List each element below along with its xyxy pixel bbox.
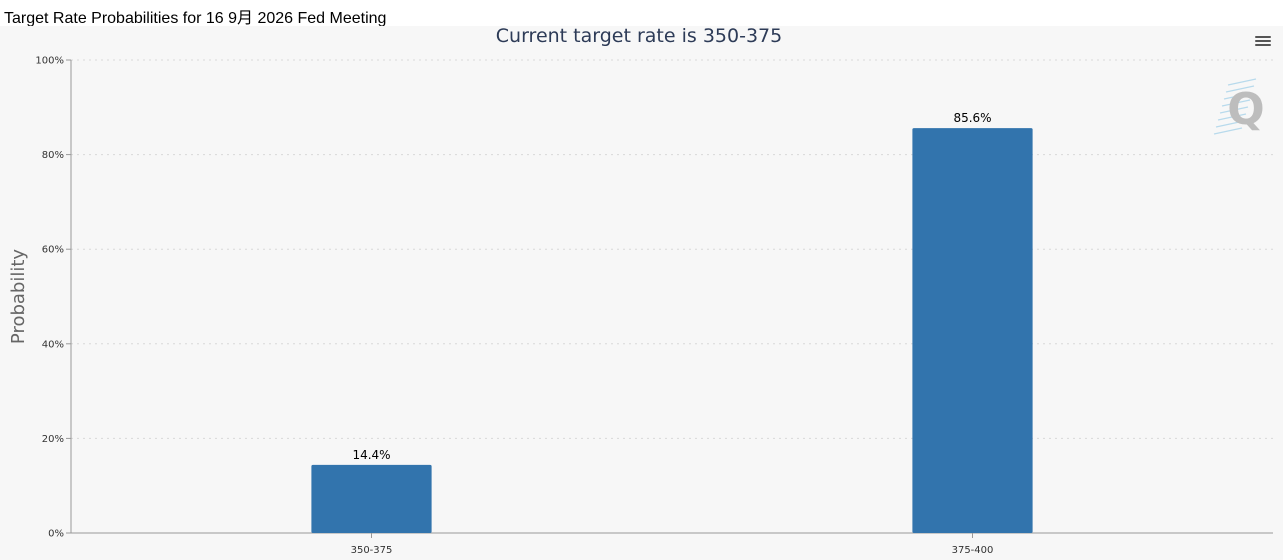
watermark-letter: Q (1227, 84, 1264, 135)
bar-350-375 (311, 464, 432, 533)
watermark-stroke (1223, 92, 1253, 100)
chart-panel: Q Current target rate is 350-375 Probabil… (0, 26, 1283, 560)
bar-375-400 (912, 128, 1033, 533)
y-tick-label: 60% (42, 245, 64, 256)
labels: Current target rate is 350-375 Probabilit… (8, 26, 993, 556)
y-tick-label: 80% (42, 150, 64, 161)
y-tick-label: 0% (48, 529, 64, 540)
x-tick-label: 350-375 (351, 545, 393, 556)
watermark-stroke (1227, 78, 1257, 86)
grid-lines (66, 59, 1273, 538)
hamburger-menu-icon[interactable] (1255, 34, 1271, 48)
chart-title: Current target rate is 350-375 (496, 26, 782, 47)
data-label: 85.6% (953, 111, 991, 125)
bars (311, 128, 1033, 533)
watermark-stroke (1225, 85, 1255, 93)
data-label: 14.4% (352, 448, 390, 462)
y-tick-label: 100% (35, 56, 64, 67)
page-title: Target Rate Probabilities for 16 9月 2026… (4, 10, 387, 27)
q-logo-icon: Q (1213, 78, 1265, 135)
watermark-stroke (1213, 127, 1243, 135)
y-tick-label: 20% (42, 434, 64, 445)
watermark-stroke (1215, 120, 1245, 128)
watermark-stroke (1219, 106, 1249, 114)
y-axis-title: Probability (8, 249, 29, 344)
watermark-stroke (1217, 113, 1247, 121)
x-tick-label: 375-400 (952, 545, 994, 556)
y-tick-label: 40% (42, 339, 64, 350)
bar-chart: Q Current target rate is 350-375 Probabil… (8, 26, 1273, 556)
watermark-stroke (1221, 99, 1251, 107)
